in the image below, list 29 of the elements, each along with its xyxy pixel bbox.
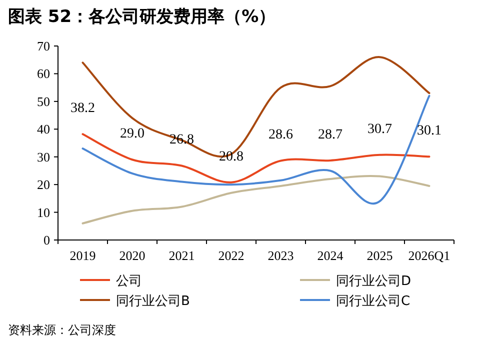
data-label: 30.1 [417, 124, 442, 139]
x-tick-label: 2023 [268, 248, 294, 263]
y-tick-label: 20 [37, 177, 50, 192]
x-tick-label: 2021 [168, 248, 195, 263]
data-label: 38.2 [70, 101, 95, 116]
y-tick-label: 0 [44, 232, 50, 248]
data-label: 29.0 [120, 126, 144, 142]
data-label: 28.6 [268, 128, 293, 143]
legend-label: 同行业公司B [116, 294, 190, 309]
annotation: 资料来源：公司深度 [8, 323, 116, 337]
x-tick-label: 2026Q1 [408, 248, 450, 263]
title: 图表 52：各公司研发费用率（%） [8, 7, 276, 27]
x-tick-label: 2025 [366, 248, 393, 263]
y-tick-label: 50 [37, 94, 50, 109]
y-tick-label: 30 [37, 149, 50, 164]
data-label: 30.7 [368, 122, 392, 137]
x-tick-label: 2024 [317, 248, 344, 263]
x-tick-label: 2020 [119, 248, 146, 263]
data-label: 20.8 [219, 149, 244, 164]
data-label: 28.7 [318, 127, 342, 142]
legend-label: 同行业公司D [336, 274, 412, 289]
y-tick-label: 10 [37, 204, 50, 220]
x-tick-label: 2019 [70, 248, 96, 263]
y-tick-label: 70 [37, 38, 50, 54]
x-tick-label: 2022 [218, 248, 244, 263]
legend-label: 公司 [116, 274, 142, 289]
y-tick-label: 60 [37, 66, 50, 82]
y-tick-label: 40 [37, 122, 50, 137]
legend-label: 同行业公司C [336, 294, 410, 309]
